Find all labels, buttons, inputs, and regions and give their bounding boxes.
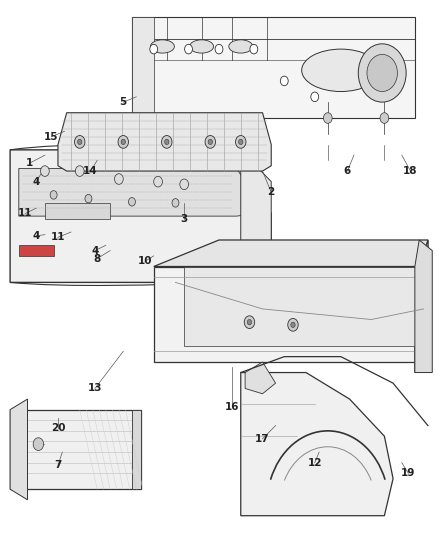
Circle shape [208, 139, 212, 144]
Text: 17: 17 [255, 434, 270, 444]
Text: 12: 12 [307, 458, 322, 467]
Polygon shape [58, 113, 271, 171]
Circle shape [280, 76, 288, 86]
Text: 11: 11 [18, 208, 32, 219]
Polygon shape [132, 17, 154, 118]
Circle shape [33, 438, 44, 450]
Circle shape [74, 135, 85, 148]
Circle shape [215, 44, 223, 54]
Polygon shape [45, 203, 110, 219]
Circle shape [311, 92, 319, 102]
Text: 16: 16 [225, 402, 239, 412]
Circle shape [162, 135, 172, 148]
Circle shape [172, 199, 179, 207]
Text: 20: 20 [51, 423, 65, 433]
Circle shape [180, 179, 188, 190]
Polygon shape [10, 410, 141, 489]
Text: 5: 5 [120, 97, 127, 107]
Polygon shape [241, 373, 393, 516]
Text: 3: 3 [180, 214, 188, 224]
Circle shape [50, 191, 57, 199]
Ellipse shape [302, 49, 380, 92]
Polygon shape [241, 150, 271, 282]
Circle shape [118, 135, 128, 148]
Circle shape [205, 135, 215, 148]
Circle shape [244, 316, 254, 328]
Polygon shape [154, 266, 428, 362]
Circle shape [247, 319, 252, 325]
Text: 14: 14 [83, 166, 98, 176]
Circle shape [236, 135, 246, 148]
Circle shape [128, 198, 135, 206]
Text: 13: 13 [88, 383, 102, 393]
Circle shape [367, 54, 397, 92]
Text: 4: 4 [32, 231, 40, 241]
Circle shape [380, 113, 389, 123]
Polygon shape [10, 150, 271, 282]
Circle shape [85, 195, 92, 203]
Text: 1: 1 [26, 158, 33, 168]
Text: 2: 2 [268, 187, 275, 197]
Text: 7: 7 [54, 461, 62, 470]
Polygon shape [184, 266, 415, 346]
Polygon shape [245, 362, 276, 394]
Circle shape [239, 139, 243, 144]
Polygon shape [19, 245, 53, 256]
Circle shape [291, 322, 295, 327]
Circle shape [75, 166, 84, 176]
Polygon shape [415, 240, 428, 373]
Polygon shape [154, 240, 428, 266]
Circle shape [358, 44, 406, 102]
Circle shape [185, 44, 192, 54]
Ellipse shape [150, 40, 174, 53]
Text: 10: 10 [138, 256, 152, 266]
Circle shape [250, 44, 258, 54]
Text: 6: 6 [344, 166, 351, 176]
Polygon shape [132, 410, 141, 489]
Polygon shape [19, 168, 258, 216]
Circle shape [121, 139, 125, 144]
Text: 19: 19 [401, 469, 416, 478]
Text: 15: 15 [44, 132, 59, 142]
Circle shape [323, 113, 332, 123]
Circle shape [115, 174, 123, 184]
Text: 4: 4 [32, 176, 40, 187]
Text: 11: 11 [51, 232, 65, 243]
Text: 8: 8 [93, 254, 101, 263]
Ellipse shape [190, 40, 214, 53]
Ellipse shape [229, 40, 253, 53]
Circle shape [154, 176, 162, 187]
Polygon shape [132, 17, 415, 118]
Circle shape [288, 318, 298, 331]
Text: 18: 18 [403, 166, 418, 176]
Circle shape [150, 44, 158, 54]
Circle shape [41, 166, 49, 176]
Circle shape [78, 139, 82, 144]
Polygon shape [10, 399, 28, 500]
Polygon shape [415, 240, 432, 373]
Text: 4: 4 [91, 246, 99, 256]
Circle shape [165, 139, 169, 144]
